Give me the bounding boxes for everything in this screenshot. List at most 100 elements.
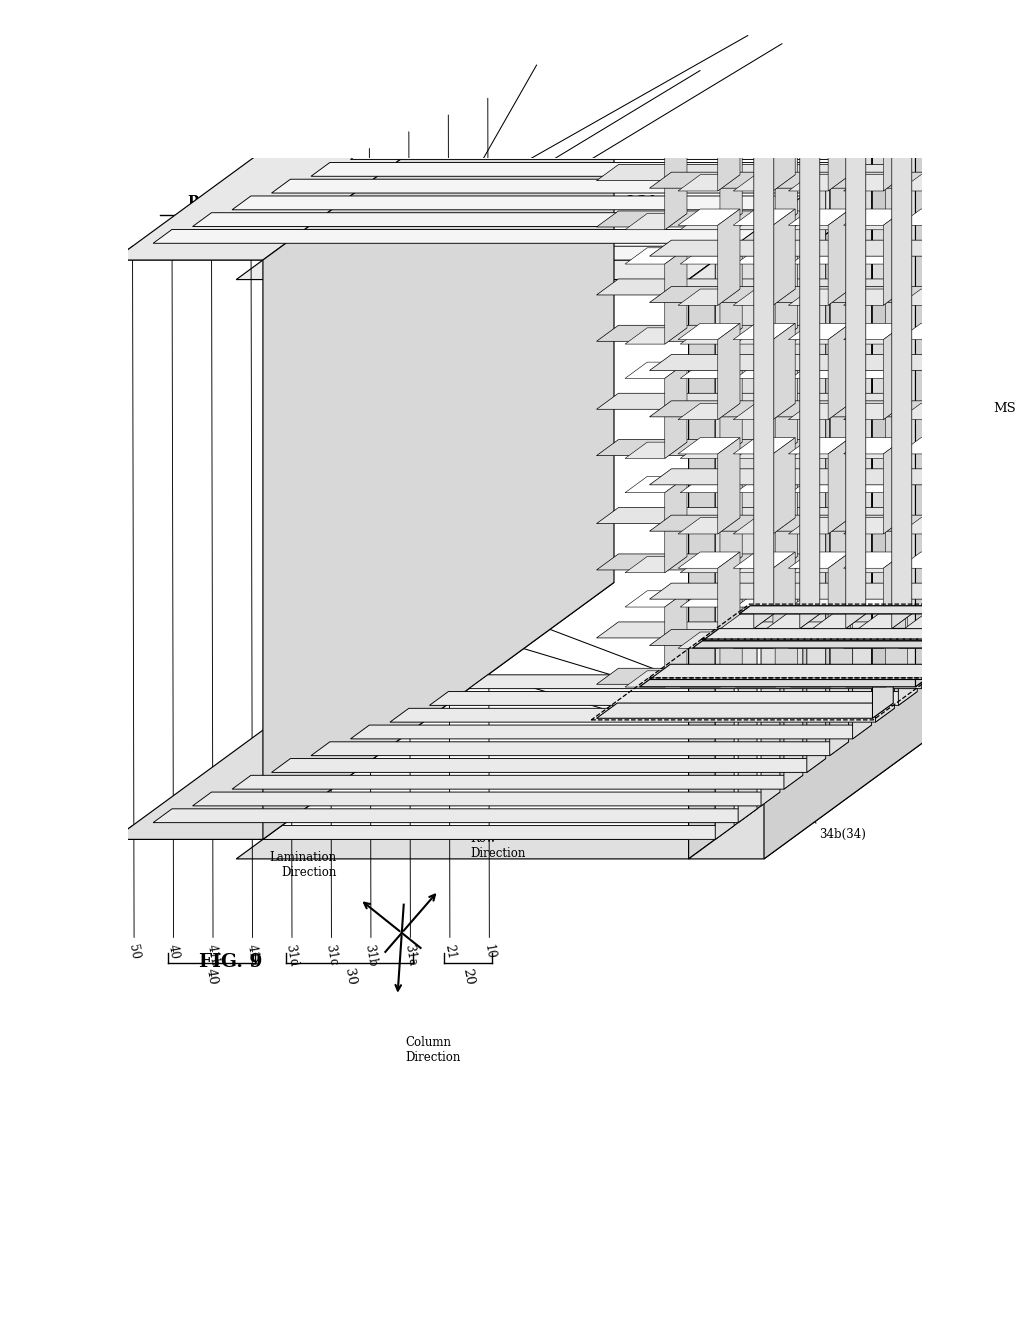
Polygon shape <box>680 671 742 688</box>
Polygon shape <box>859 614 911 628</box>
Polygon shape <box>899 632 961 648</box>
Text: 52: 52 <box>348 70 700 289</box>
Polygon shape <box>788 632 850 648</box>
Polygon shape <box>773 438 796 535</box>
Polygon shape <box>950 42 1004 57</box>
Polygon shape <box>237 260 715 280</box>
Polygon shape <box>926 355 947 417</box>
Polygon shape <box>702 628 995 640</box>
Polygon shape <box>680 442 742 458</box>
Polygon shape <box>791 477 853 492</box>
Text: 40: 40 <box>204 968 219 986</box>
Polygon shape <box>791 133 853 149</box>
Polygon shape <box>733 438 796 454</box>
Polygon shape <box>899 209 961 226</box>
Polygon shape <box>735 477 798 492</box>
Polygon shape <box>846 248 907 264</box>
Polygon shape <box>767 614 820 628</box>
Polygon shape <box>154 809 757 822</box>
Polygon shape <box>773 209 796 305</box>
Polygon shape <box>775 477 798 573</box>
Polygon shape <box>1015 34 1024 614</box>
Polygon shape <box>828 552 850 648</box>
Polygon shape <box>938 42 957 628</box>
Polygon shape <box>193 792 780 807</box>
Text: 41a: 41a <box>245 199 261 966</box>
Polygon shape <box>597 554 894 570</box>
Polygon shape <box>844 438 905 454</box>
Polygon shape <box>625 591 687 607</box>
Polygon shape <box>271 759 825 772</box>
Polygon shape <box>788 438 850 454</box>
Text: 51: 51 <box>270 65 537 528</box>
Text: 31d: 31d <box>284 182 300 968</box>
Polygon shape <box>828 323 850 420</box>
Polygon shape <box>984 42 1004 628</box>
Polygon shape <box>114 3 614 260</box>
Polygon shape <box>899 95 961 111</box>
Polygon shape <box>597 704 893 718</box>
Polygon shape <box>872 132 893 718</box>
Text: 34a: 34a <box>834 762 856 775</box>
Polygon shape <box>884 438 905 535</box>
Polygon shape <box>665 248 687 345</box>
Polygon shape <box>939 209 961 305</box>
Text: 44b: 44b <box>368 44 782 302</box>
Polygon shape <box>733 174 796 191</box>
Polygon shape <box>678 174 740 191</box>
Polygon shape <box>665 362 687 458</box>
Polygon shape <box>735 362 798 379</box>
Polygon shape <box>678 323 740 339</box>
Polygon shape <box>114 825 734 840</box>
Polygon shape <box>872 622 894 684</box>
Polygon shape <box>764 3 1024 859</box>
Polygon shape <box>859 42 911 57</box>
Polygon shape <box>720 362 742 458</box>
Text: 10: 10 <box>481 98 497 960</box>
Polygon shape <box>678 404 740 420</box>
Polygon shape <box>649 92 946 108</box>
Polygon shape <box>390 709 894 722</box>
Polygon shape <box>350 145 871 160</box>
Polygon shape <box>926 240 947 302</box>
Polygon shape <box>899 289 961 305</box>
Polygon shape <box>597 622 894 638</box>
Text: 31c: 31c <box>324 165 340 966</box>
Polygon shape <box>739 34 1024 42</box>
Polygon shape <box>886 477 907 573</box>
Polygon shape <box>649 172 947 189</box>
Polygon shape <box>899 174 961 191</box>
Polygon shape <box>926 125 947 189</box>
Polygon shape <box>813 614 865 628</box>
Polygon shape <box>775 362 798 458</box>
Polygon shape <box>846 362 907 379</box>
Polygon shape <box>735 248 798 264</box>
Polygon shape <box>721 42 774 57</box>
Polygon shape <box>773 552 796 648</box>
Polygon shape <box>844 174 905 191</box>
Text: 50: 50 <box>126 249 141 960</box>
Polygon shape <box>733 552 796 568</box>
Polygon shape <box>892 42 911 628</box>
Polygon shape <box>846 671 907 688</box>
Polygon shape <box>846 327 907 345</box>
Polygon shape <box>718 95 740 191</box>
Text: Lamination
Direction: Lamination Direction <box>269 851 336 879</box>
Polygon shape <box>350 725 871 739</box>
Polygon shape <box>872 165 894 227</box>
Polygon shape <box>844 209 905 226</box>
Polygon shape <box>844 404 905 420</box>
Polygon shape <box>680 362 742 379</box>
Polygon shape <box>791 442 853 458</box>
Polygon shape <box>625 362 687 379</box>
Polygon shape <box>844 95 905 111</box>
Polygon shape <box>899 323 961 339</box>
Polygon shape <box>884 552 905 648</box>
Polygon shape <box>788 552 850 568</box>
Polygon shape <box>853 145 871 739</box>
Polygon shape <box>625 133 687 149</box>
Polygon shape <box>939 552 961 648</box>
Polygon shape <box>846 591 907 607</box>
Polygon shape <box>884 209 905 305</box>
Polygon shape <box>775 591 798 688</box>
